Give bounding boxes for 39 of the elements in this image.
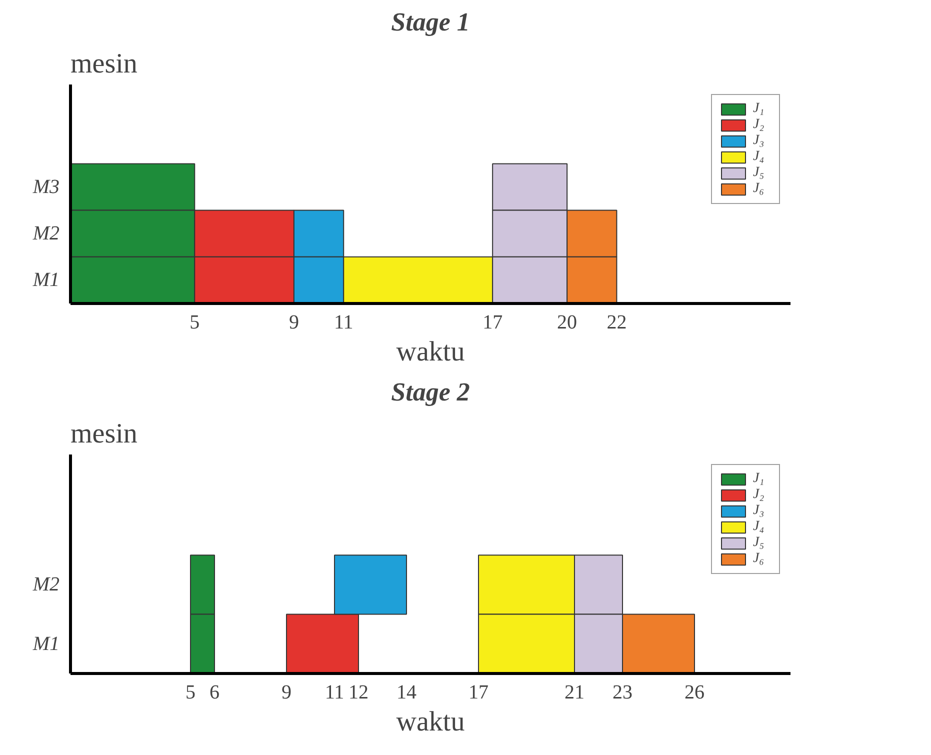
y-tick-label: M1 (32, 269, 60, 292)
y-tick-label: M2 (32, 222, 60, 245)
x-tick-label: 21 (564, 682, 584, 704)
legend-label: J₂ (753, 117, 766, 133)
y-tick-label: M3 (32, 176, 60, 198)
legend-label: J₃ (753, 503, 766, 519)
y-tick-label: M2 (32, 574, 60, 596)
legend-label: J₁ (753, 471, 766, 487)
x-tick-label: 9 (288, 312, 299, 334)
y-tick-label: M1 (32, 632, 60, 655)
x-tick-label: 23 (612, 682, 632, 704)
x-tick-label: 17 (468, 682, 488, 704)
x-tick-label: 5 (186, 682, 196, 704)
legend-label: J₄ (753, 519, 766, 535)
legend-label: J₄ (753, 149, 766, 165)
legend-label: J₆ (753, 551, 766, 567)
y-axis-title: mesin (70, 48, 138, 80)
chart-title: Stage 1 (391, 8, 470, 36)
x-tick-label: 9 (282, 682, 292, 704)
x-tick-label: 17 (482, 312, 503, 334)
y-axis-title: mesin (70, 418, 138, 450)
x-tick-label: 22 (606, 312, 627, 334)
x-axis-title: waktu (396, 706, 465, 738)
x-tick-label: 26 (684, 682, 704, 704)
x-axis-title: waktu (396, 336, 465, 368)
x-tick-label: 5 (190, 312, 200, 334)
legend-label: J₁ (753, 101, 766, 117)
legend-label: J₃ (753, 133, 766, 149)
x-tick-label: 11 (334, 312, 354, 334)
legend-label: J₆ (753, 181, 766, 197)
chart-title: Stage 2 (391, 378, 470, 406)
x-tick-label: 20 (557, 312, 578, 334)
x-tick-label: 12 (348, 682, 368, 704)
legend-label: J₅ (753, 535, 766, 551)
x-tick-label: 11 (324, 682, 344, 704)
legend-label: J₂ (753, 487, 766, 503)
x-tick-label: 6 (210, 682, 220, 704)
legend-label: J₅ (753, 165, 766, 181)
x-tick-label: 14 (396, 682, 416, 704)
